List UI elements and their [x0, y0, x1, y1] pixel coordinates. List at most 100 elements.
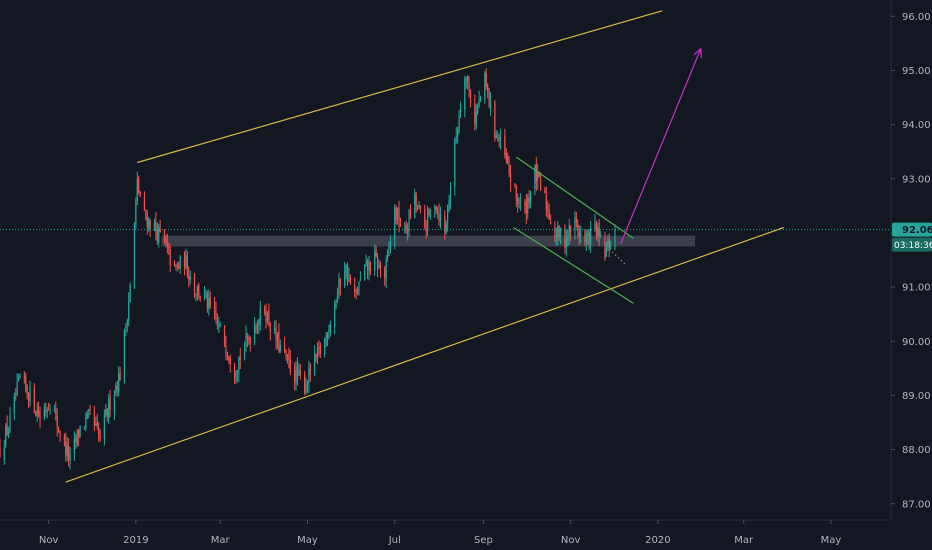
candle-body-257: [515, 186, 517, 199]
candle-body-69: [138, 178, 140, 193]
candle-body-47: [95, 423, 97, 426]
candle-body-10: [19, 375, 21, 377]
x-tick-label-8: Mar: [734, 535, 754, 546]
candle-body-88: [176, 265, 178, 267]
candle-body-251: [504, 135, 506, 155]
candle-body-210: [419, 205, 422, 209]
candle-body-268: [537, 171, 539, 181]
candle-body-16: [33, 388, 35, 413]
candle-body-89: [178, 265, 180, 269]
candle-body-290: [580, 233, 582, 236]
falling-channel-top[interactable]: [515, 156, 634, 239]
candle-body-80: [159, 228, 161, 232]
candle-body-259: [518, 203, 520, 205]
lower-channel-line[interactable]: [65, 226, 784, 483]
candle-body-151: [304, 374, 306, 393]
candle-body-236: [474, 102, 476, 125]
upper-channel-line[interactable]: [137, 10, 663, 164]
candle-body-21: [43, 409, 45, 418]
plot-area[interactable]: [0, 10, 784, 483]
candle-body-163: [326, 333, 329, 339]
candle-body-285: [570, 225, 572, 233]
candle-body-150: [299, 370, 301, 376]
candle-body-82: [165, 239, 167, 244]
candle-body-170: [339, 279, 341, 288]
falling-channel-bottom[interactable]: [513, 226, 634, 304]
candle-body-184: [368, 261, 370, 273]
candle-body-4: [7, 429, 10, 437]
candle-body-137: [275, 327, 277, 341]
candle-body-246: [494, 102, 496, 138]
candle-body-203: [407, 229, 409, 232]
candle-body-131: [263, 308, 266, 314]
candle-body-208: [417, 205, 419, 207]
y-tick-label-6: 93.00: [902, 174, 931, 185]
candle-body-250: [499, 137, 502, 141]
candle-body-83: [166, 242, 168, 246]
candle-body-101: [203, 292, 206, 299]
candle-body-206: [414, 192, 416, 218]
candle-body-191: [384, 268, 386, 278]
candle-body-63: [126, 320, 128, 325]
candle-body-289: [578, 231, 580, 237]
candle-body-24: [48, 409, 50, 411]
candle-body-32: [65, 441, 67, 456]
candle-body-85: [169, 249, 171, 266]
candle-body-121: [243, 347, 246, 359]
candle-body-245: [489, 100, 492, 109]
candle-body-161: [324, 339, 326, 355]
candle-body-222: [445, 223, 447, 234]
candle-body-102: [205, 292, 207, 295]
candle-body-235: [469, 90, 472, 104]
candle-body-64: [128, 301, 130, 321]
candle-body-180: [359, 279, 362, 281]
last-price-badge: [892, 222, 932, 237]
breakout-arrow-head: [693, 47, 702, 58]
support-zone[interactable]: [161, 235, 696, 247]
time-axis[interactable]: Nov 2019 Mar May Jul Sep Nov 2020 Mar May: [39, 520, 841, 546]
candle-body-67: [135, 201, 137, 225]
candle-body-181: [364, 264, 366, 280]
candle-body-157: [315, 353, 317, 359]
candle-body-287: [575, 218, 577, 223]
candle-body-103: [206, 294, 208, 309]
candle-body-281: [564, 227, 566, 248]
candle-body-128: [256, 325, 259, 329]
candle-body-211: [424, 209, 426, 228]
candle-body-171: [344, 271, 346, 286]
candle-body-167: [335, 300, 337, 306]
candle-body-129: [258, 321, 260, 326]
candle-body-263: [527, 198, 529, 214]
candle-body-280: [560, 228, 562, 237]
candle-body-112: [225, 344, 227, 355]
candle-body-17: [35, 412, 37, 415]
candle-body-298: [597, 226, 599, 237]
candle-body-207: [415, 194, 417, 206]
candle-body-134: [268, 309, 270, 325]
candle-body-278: [557, 226, 559, 238]
candle-body-214: [428, 210, 430, 215]
candle-body-93: [186, 255, 188, 276]
candle-body-213: [427, 210, 429, 232]
candle-body-229: [458, 115, 460, 131]
candle-body-86: [173, 263, 176, 265]
candle-body-175: [349, 277, 351, 283]
candle-body-90: [179, 256, 181, 269]
candle-body-249: [498, 137, 500, 141]
last-price-marker: 92.06 03:18:36: [0, 222, 932, 252]
candle-body-2: [5, 426, 7, 447]
candle-body-258: [517, 198, 519, 204]
candle-body-279: [558, 226, 560, 239]
candle-body-265: [529, 191, 532, 205]
breakout-arrow[interactable]: [620, 48, 702, 244]
candle-body-40: [79, 425, 81, 437]
candle-body-198: [396, 208, 399, 220]
x-tick-label-2: Mar: [211, 535, 231, 546]
candle-body-70: [139, 191, 141, 197]
candle-body-14: [28, 393, 30, 402]
candle-body-272: [545, 195, 547, 211]
candle-body-189: [378, 263, 380, 269]
candle-body-52: [105, 409, 107, 416]
candle-body-260: [519, 200, 522, 202]
